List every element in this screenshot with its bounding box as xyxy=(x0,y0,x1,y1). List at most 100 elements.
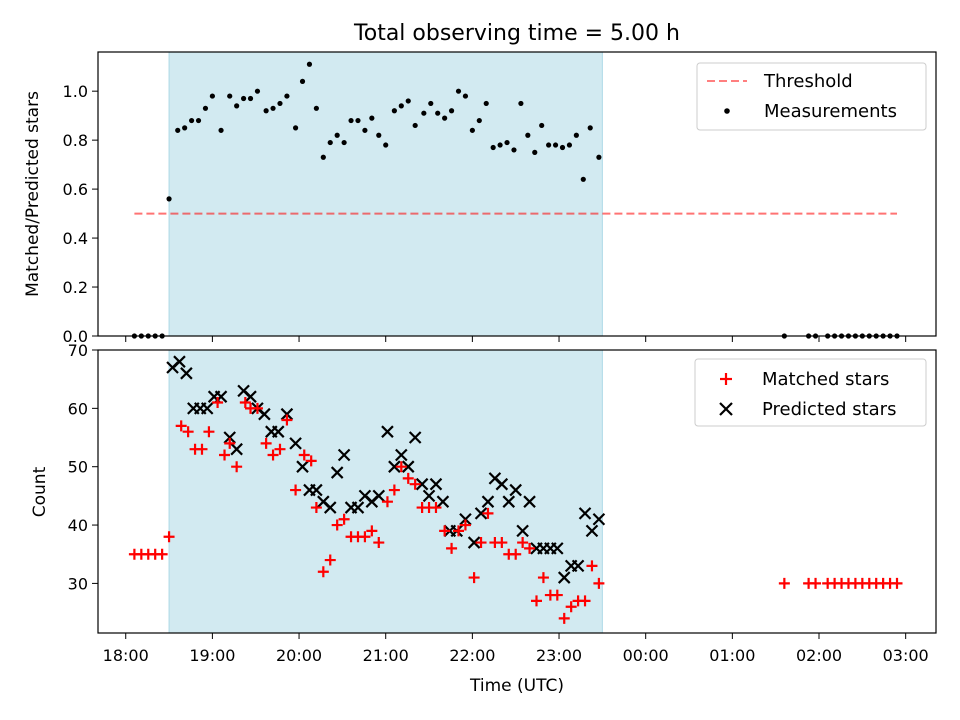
measurement-point xyxy=(234,103,240,109)
matched-star-point xyxy=(260,437,272,449)
measurement-point xyxy=(398,103,404,109)
measurement-point xyxy=(292,125,299,131)
measurement-point xyxy=(227,93,233,99)
matched-legend-marker xyxy=(720,373,732,385)
y-tick-label: 0.4 xyxy=(63,229,88,248)
predicted-star-point xyxy=(516,524,529,538)
predicted-legend-label: Predicted stars xyxy=(762,399,896,420)
predicted-star-point xyxy=(271,425,285,438)
x-tick-label: 18:00 xyxy=(103,646,149,665)
matched-star-point xyxy=(810,577,822,589)
predicted-star-point xyxy=(330,466,344,479)
x-tick-label: 19:00 xyxy=(189,646,235,665)
predicted-star-point xyxy=(280,407,294,421)
measurement-point xyxy=(596,154,602,160)
predicted-star-point xyxy=(481,495,495,508)
predicted-star-point xyxy=(557,571,571,584)
measurement-point xyxy=(270,105,276,111)
measurements-legend-label: Measurements xyxy=(764,101,897,122)
bottom-x-axis: 18:00 19:00 20:00 21:00 22:00 23:00 00:00 01:00… xyxy=(103,633,929,665)
top-legend-box xyxy=(696,62,927,131)
measurement-point xyxy=(355,117,361,124)
predicted-star-point xyxy=(415,477,429,491)
top-y-axis-label: Matched/Predicted stars xyxy=(23,91,43,297)
y-tick-label: 30 xyxy=(68,574,88,593)
predicted-star-point xyxy=(422,489,436,503)
measurement-point xyxy=(469,127,475,133)
predicted-star-point xyxy=(429,477,443,491)
measurement-point xyxy=(525,132,531,138)
measurement-point xyxy=(428,100,434,107)
measurement-point xyxy=(573,132,579,138)
predicted-star-point xyxy=(223,431,237,444)
matched-star-point xyxy=(453,525,465,537)
bottom-points-layer xyxy=(128,355,903,624)
matched-star-point xyxy=(482,507,494,519)
matched-star-point xyxy=(439,525,451,537)
measurement-point xyxy=(448,108,455,114)
matched-star-point xyxy=(446,542,458,554)
matched-star-point xyxy=(524,542,536,554)
measurement-point xyxy=(412,122,418,129)
measurement-point xyxy=(383,142,389,148)
matched-star-point xyxy=(182,426,194,438)
top-y-axis: 0.0 0.2 0.4 0.6 0.8 1.0 xyxy=(63,82,98,346)
matched-star-point xyxy=(537,572,549,584)
measurement-point xyxy=(341,139,347,146)
predicted-star-point xyxy=(323,501,337,514)
top-legend: Threshold Measurements xyxy=(696,62,927,131)
measurement-point xyxy=(497,142,503,148)
bottom-legend: Matched stars Predicted stars xyxy=(694,358,927,427)
measurement-point xyxy=(263,108,269,114)
predicted-star-point xyxy=(230,442,243,456)
matched-star-point xyxy=(373,537,385,549)
matched-star-point xyxy=(310,502,322,514)
predicted-star-point xyxy=(372,489,386,503)
predicted-star-point xyxy=(388,460,401,473)
matched-star-point xyxy=(317,566,329,578)
predicted-star-point xyxy=(459,512,472,526)
measurement-point xyxy=(566,142,573,148)
predicted-star-point xyxy=(509,483,522,497)
x-axis-label: Time (UTC) xyxy=(469,676,564,696)
matched-star-point xyxy=(459,519,471,531)
predicted-star-point xyxy=(401,460,415,473)
bottom-y-axis-label: Count xyxy=(30,466,50,517)
matched-star-point xyxy=(324,554,336,566)
top-plot-frame xyxy=(97,51,937,337)
matched-star-point xyxy=(402,472,414,484)
measurement-point xyxy=(421,110,427,116)
predicted-star-point xyxy=(571,559,585,573)
matched-star-point xyxy=(231,461,243,473)
matched-star-point xyxy=(565,601,577,613)
y-tick-label: 0.0 xyxy=(63,327,88,346)
predicted-star-point xyxy=(173,355,186,368)
y-tick-label: 0.6 xyxy=(63,180,88,199)
y-tick-label: 50 xyxy=(68,458,88,477)
predicted-legend-marker xyxy=(719,402,733,416)
predicted-star-point xyxy=(408,431,422,444)
y-tick-label: 40 xyxy=(68,516,88,535)
measurement-point xyxy=(240,95,247,102)
matched-star-point xyxy=(579,595,591,607)
figure-title: Total observing time = 5.00 h xyxy=(353,21,680,46)
matched-star-point xyxy=(281,414,293,426)
measurement-point xyxy=(511,147,517,153)
measurement-point xyxy=(166,196,172,202)
predicted-star-point xyxy=(310,483,323,497)
measurement-point xyxy=(462,93,469,99)
predicted-star-point xyxy=(474,507,488,520)
measurement-point xyxy=(188,117,195,124)
measurement-point xyxy=(306,61,313,67)
measurement-point xyxy=(539,122,545,129)
predicted-star-point xyxy=(258,407,271,421)
matched-star-point xyxy=(891,577,903,589)
predicted-star-point xyxy=(395,448,408,462)
matched-legend-label: Matched stars xyxy=(762,369,889,390)
matched-star-point xyxy=(430,502,442,514)
measurement-point xyxy=(254,88,261,94)
matched-star-point xyxy=(778,577,790,589)
top-points-layer xyxy=(131,61,900,339)
x-tick-label: 00:00 xyxy=(623,646,669,665)
